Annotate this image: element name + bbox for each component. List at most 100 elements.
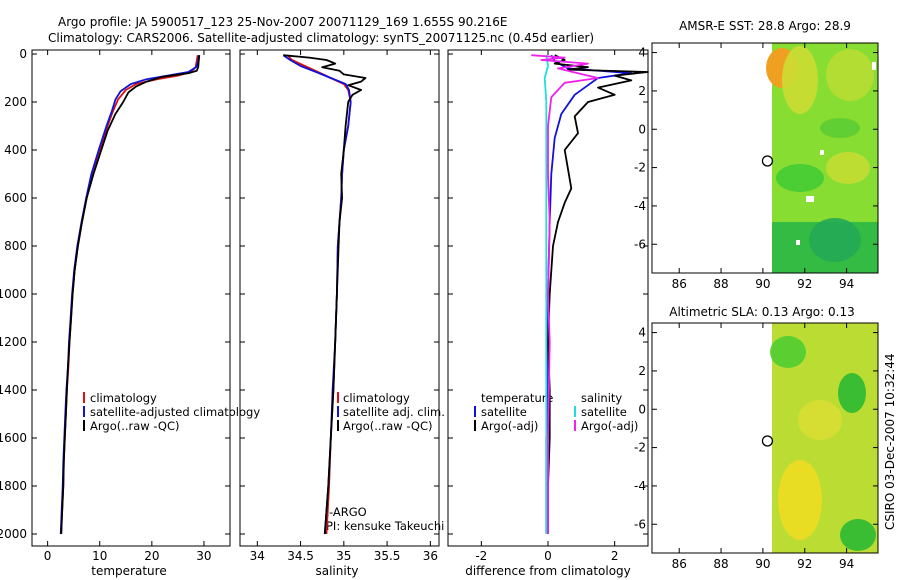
legend-label-temp-satellite: satellite xyxy=(481,405,527,419)
legend-swatch-temp-satellite xyxy=(474,406,476,417)
sst-green-patch xyxy=(776,164,824,192)
x-tick-label: 34.5 xyxy=(287,549,314,563)
map-y-tick-label: -2 xyxy=(634,441,646,455)
series-line-temperature-argo-adj- xyxy=(547,54,649,534)
map-x-tick-label: 90 xyxy=(755,557,770,571)
y-tick-label: 0 xyxy=(19,47,27,61)
sla-green-blob xyxy=(770,336,806,368)
legend-label-satellite-adjusted: satellite-adjusted climatology xyxy=(90,405,260,419)
tick-layer: 0 10 20 30020040060080010001200140016001800… xyxy=(0,43,878,571)
float-markers xyxy=(761,155,774,447)
sla-field xyxy=(770,323,878,553)
map-y-tick-label: 0 xyxy=(638,122,646,136)
legend-swatch-satellite-adjusted xyxy=(83,406,85,417)
x-tick-label: 36 xyxy=(423,549,438,563)
sst-missing-pixel xyxy=(806,196,814,202)
legend-title-salinity: salinity xyxy=(581,391,622,405)
x-tick-label: 20 xyxy=(144,549,159,563)
legend-label-temp-argo: Argo(-adj) xyxy=(481,419,538,433)
sst-green-patch xyxy=(820,118,860,138)
sst-missing-pixel xyxy=(820,150,824,155)
series-line-salinity-satellite xyxy=(543,55,549,534)
map-x-tick-label: 94 xyxy=(839,277,854,291)
map-y-tick-label: -2 xyxy=(634,161,646,175)
figure-title-line1: Argo profile: JA 5900517_123 25-Nov-2007… xyxy=(58,15,508,29)
map-x-tick-label: 92 xyxy=(797,557,812,571)
x-tick-label: 0 xyxy=(44,549,52,563)
sst-map-axes xyxy=(651,42,879,274)
legend-swatch-temp-argo xyxy=(474,420,476,431)
legend-swatch-sal-satellite xyxy=(574,406,576,417)
legend-label-argo: Argo(..raw -QC) xyxy=(343,419,433,433)
temperature-axes xyxy=(31,49,231,547)
sst-yellow-patch xyxy=(826,152,870,184)
x-tick-label: 35.5 xyxy=(374,549,401,563)
legend-label-sal-satellite: satellite xyxy=(581,405,627,419)
sst-yellow-patch xyxy=(782,46,818,114)
map-x-tick-label: 88 xyxy=(713,557,728,571)
series-line-temperature-satellite xyxy=(545,54,633,534)
y-tick-label: 400 xyxy=(4,143,27,157)
legend-label-argo: Argo(..raw -QC) xyxy=(90,419,180,433)
map-y-tick-label: -6 xyxy=(634,237,646,251)
map-y-tick-label: 4 xyxy=(638,46,646,60)
sla-yellow-patch xyxy=(798,400,842,440)
x-tick-label: -2 xyxy=(475,549,487,563)
series-line-salinity-argo-adj- xyxy=(531,54,599,534)
y-tick-label: 1400 xyxy=(0,383,27,397)
sla-green-blob xyxy=(840,519,876,551)
sst-map-title: AMSR-E SST: 28.8 Argo: 28.9 xyxy=(679,19,851,33)
map-y-tick-label: 2 xyxy=(638,364,646,378)
x-tick-label: 0 xyxy=(544,549,552,563)
sla-map-axes xyxy=(651,322,879,554)
profile-lines xyxy=(59,54,649,535)
legend-label-climatology: climatology xyxy=(343,391,410,405)
salinity-axis-label: salinity xyxy=(315,564,358,578)
series-line-argo-raw-qc- xyxy=(60,55,201,535)
map-y-tick-label: -4 xyxy=(634,199,646,213)
series-line-argo-raw-qc- xyxy=(283,54,367,535)
map-x-tick-label: 86 xyxy=(672,277,687,291)
map-y-tick-label: 0 xyxy=(638,402,646,416)
map-y-tick-label: 4 xyxy=(638,326,646,340)
map-x-tick-label: 90 xyxy=(755,277,770,291)
difference-axis-label: difference from climatology xyxy=(465,564,631,578)
x-tick-label: 34 xyxy=(250,549,265,563)
temperature-axis-label: temperature xyxy=(91,564,166,578)
y-tick-label: 800 xyxy=(4,239,27,253)
sst-field xyxy=(766,43,878,273)
difference-legend: temperature satellite Argo(-adj) salinit… xyxy=(474,391,638,433)
sst-green-patch xyxy=(809,218,861,262)
sst-missing-pixel xyxy=(796,240,800,245)
series-line-satellite-adj-clim- xyxy=(282,54,352,535)
y-tick-label: 2000 xyxy=(0,527,27,541)
y-tick-label: 1000 xyxy=(0,287,27,301)
x-tick-label: 30 xyxy=(196,549,211,563)
temperature-legend: climatology satellite-adjusted climatolo… xyxy=(83,391,260,433)
y-tick-label: 1600 xyxy=(0,431,27,445)
salinity-legend: climatology satellite adj. clim. Argo(..… xyxy=(337,391,445,433)
sla-yellow-patch xyxy=(778,460,822,540)
y-tick-label: 1200 xyxy=(0,335,27,349)
x-tick-label: 10 xyxy=(92,549,107,563)
legend-swatch-climatology xyxy=(337,392,339,403)
map-x-tick-label: 88 xyxy=(713,277,728,291)
float-program-annotation: J-ARGO xyxy=(325,505,367,519)
pi-annotation: PI: kensuke Takeuchi xyxy=(326,519,444,533)
sst-missing-pixel xyxy=(872,62,876,70)
legend-swatch-climatology xyxy=(83,392,85,403)
map-x-tick-label: 94 xyxy=(839,557,854,571)
credit-text: CSIRO 03-Dec-2007 10:32:44 xyxy=(883,353,897,530)
series-line-climatology xyxy=(60,55,199,535)
sla-green-blob xyxy=(838,373,866,413)
x-tick-label: 35 xyxy=(336,549,351,563)
y-tick-label: 600 xyxy=(4,191,27,205)
legend-label-sal-argo: Argo(-adj) xyxy=(581,419,638,433)
series-line-satellite-adjusted-climatology xyxy=(59,55,200,535)
x-tick-label: 2 xyxy=(611,549,619,563)
legend-label-climatology: climatology xyxy=(90,391,157,405)
map-y-tick-label: 2 xyxy=(638,84,646,98)
legend-swatch-argo xyxy=(337,420,339,431)
figure-title-line2: Climatology: CARS2006. Satellite-adjuste… xyxy=(48,31,594,45)
